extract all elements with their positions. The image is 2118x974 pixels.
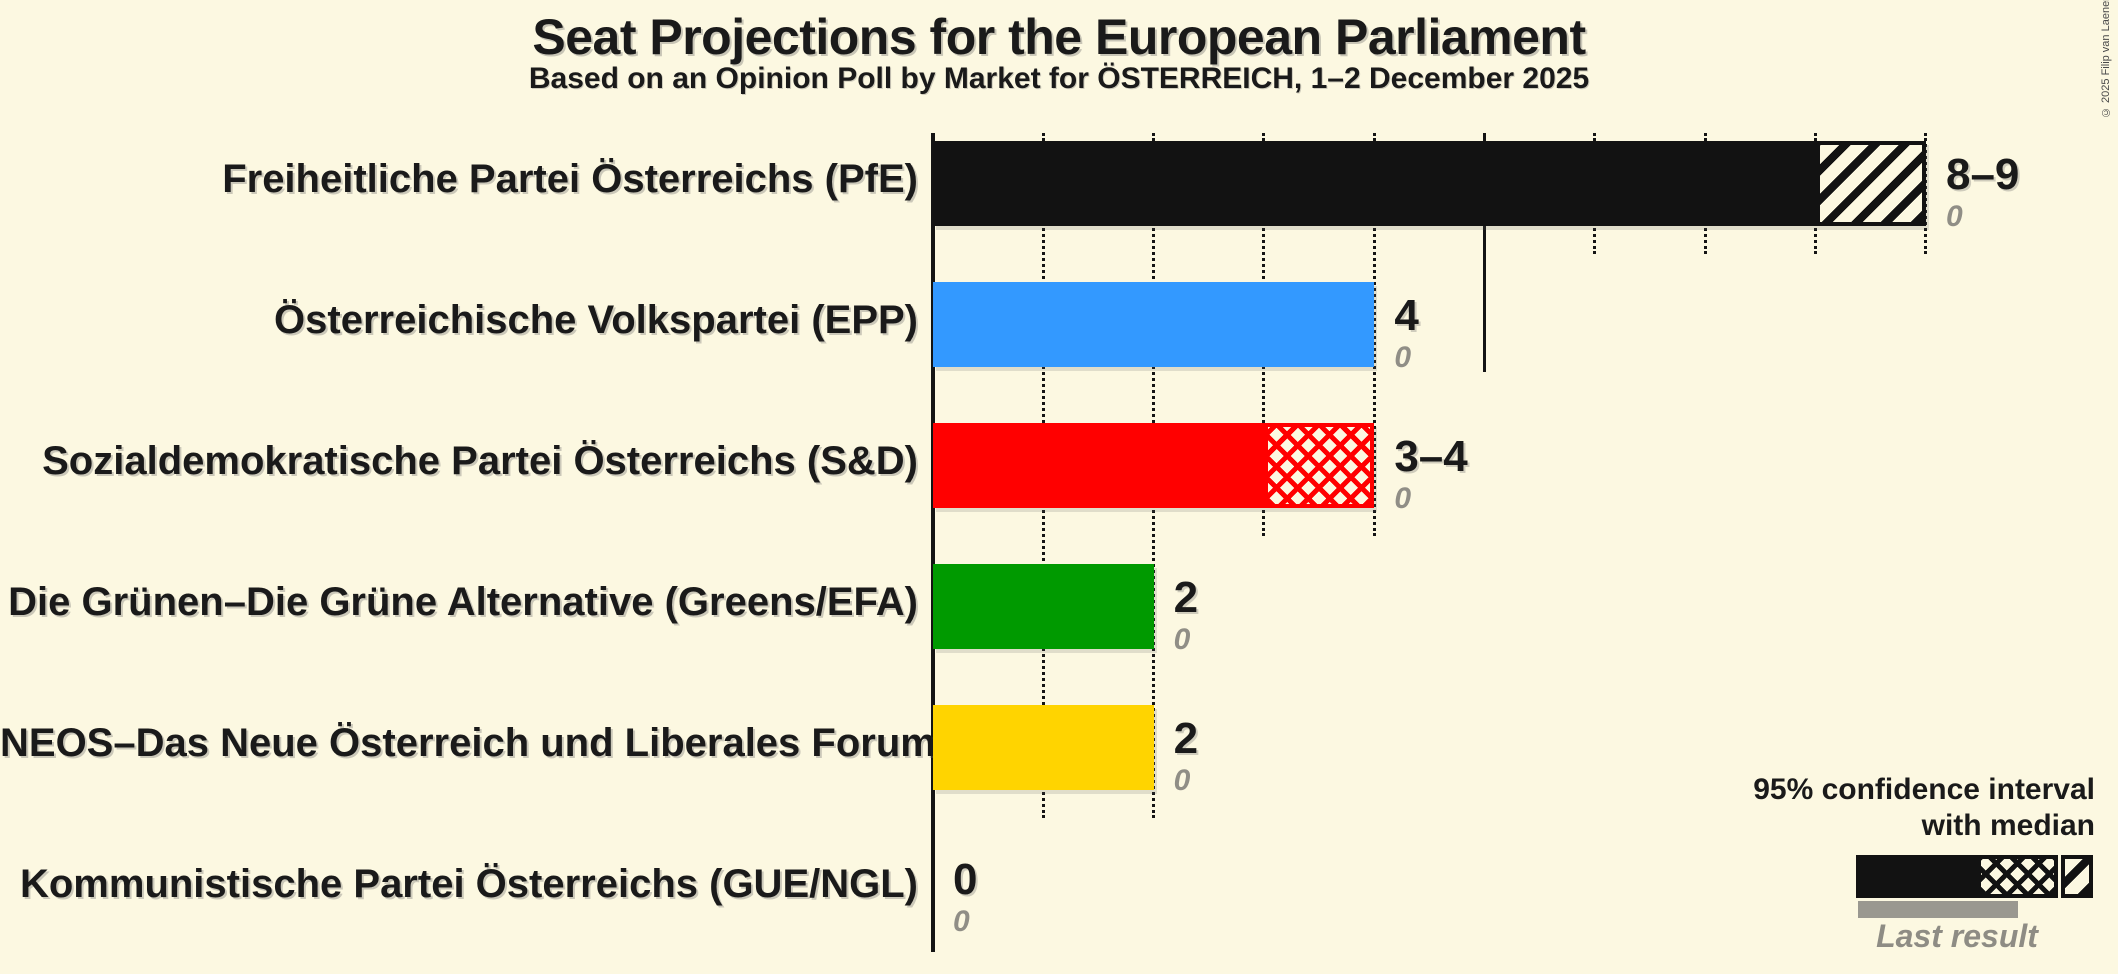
legend-last-result-label: Last result [1876,918,2038,954]
seat-projection-value: 0 [953,855,978,904]
bar-solid [933,705,1154,790]
chart-title: Seat Projections for the European Parlia… [532,9,1586,65]
party-label: Kommunistische Partei Österreichs (GUE/N… [19,861,918,906]
major-gridline [1483,133,1487,372]
legend-ci-line2: with median [1921,809,2095,842]
copyright-note: © 2025 Filip van Laenen [2100,0,2112,118]
legend-ci-line1: 95% confidence interval [1753,773,2095,806]
seat-projection-value: 2 [1173,714,1199,763]
legend-ci-text: 95% confidence interval with median [1753,772,2095,844]
seat-projection-value: 3–4 [1394,432,1468,481]
bar-solid [933,423,1264,508]
bar-solid [933,564,1154,649]
legend-diagonal-swatch [2061,855,2093,898]
party-label: Freiheitliche Partei Österreichs (PfE) [222,156,918,201]
chart-subtitle: Based on an Opinion Poll by Market for Ö… [528,62,1590,95]
last-result-value: 0 [1394,341,1411,374]
bar-solid [933,282,1375,367]
seat-projection-value: 8–9 [1945,150,2020,199]
seat-projection-value: 2 [1173,573,1199,622]
last-result-value: 0 [1173,764,1191,797]
value-label-block: 8–9 0 [1945,141,2020,233]
party-label: Österreichische Volkspartei (EPP) [274,297,918,342]
seat-projection-value: 4 [1394,291,1419,340]
bar-ci-diagonal [1815,141,1926,226]
legend-crosshatch-swatch [1977,855,2058,898]
bar-solid [933,141,1816,226]
last-result-value: 0 [1173,623,1191,656]
party-label: Die Grünen–Die Grüne Alternative (Greens… [8,579,918,624]
last-result-value: 0 [1945,200,1963,233]
party-label: NEOS–Das Neue Österreich und Liberales F… [0,720,1030,765]
last-result-value: 0 [953,905,970,938]
party-label: Sozialdemokratische Partei Österreichs (… [42,438,918,483]
gridline [1924,133,1928,254]
legend-last-result-swatch [1858,901,2018,918]
bar-ci-crosshatch [1263,423,1375,508]
y-axis-line [931,133,935,952]
legend-swatch-gap [2058,855,2061,898]
value-label-block: 3–4 0 [1394,423,1468,515]
gridline [1372,133,1376,536]
legend-solid-swatch [1856,855,1977,898]
last-result-value: 0 [1394,482,1411,515]
legend-ci-sample-bar [1856,855,2093,898]
